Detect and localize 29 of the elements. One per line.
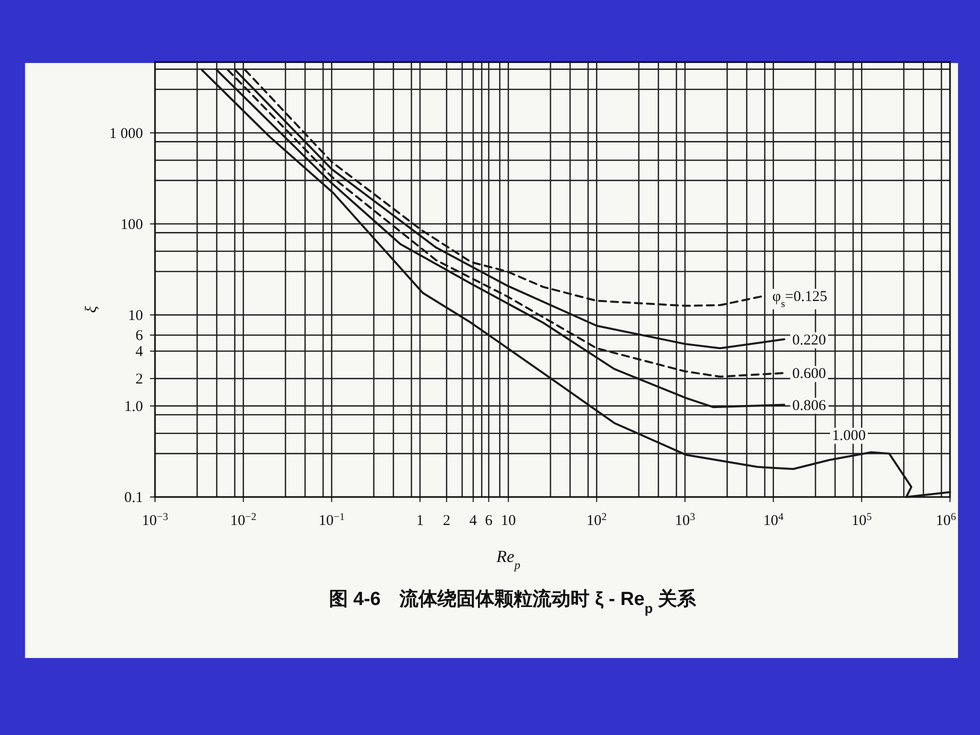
y-tick-label: 100 [120,216,143,233]
x-tick-label: 10$^{5}$ [852,512,872,529]
series-label: 1.000 [832,428,866,444]
x-tick-label: 10$^{−3}$ [142,512,168,529]
series-label: 0.806 [792,398,827,414]
x-tick-label: 10$^{4}$ [763,512,784,529]
y-axis-title: ξ [83,306,100,313]
x-tick-label: 4 [469,513,478,529]
y-tick-label: 6 [136,328,144,344]
x-tick-label: 2 [442,513,450,529]
y-tick-label: 2 [136,372,143,388]
series-label: 0.600 [792,366,826,382]
x-tick-label: 10$^{6}$ [936,512,956,529]
y-tick-label: 1.0 [124,398,143,415]
text: 图 4-6 流体绕固体颗粒流动时 ξ - Re$_{p}$ 关系 [328,588,698,616]
y-tick-label: 10 [128,308,143,324]
x-tick-label: 1 [416,513,424,529]
x-tick-label: 10$^{3}$ [674,512,696,529]
y-tick-label: 0.1 [124,490,143,506]
series-label: 0.220 [792,332,826,348]
x-tick-label: 10 [500,513,516,529]
y-tick-label: 4 [136,344,144,360]
x-axis-title: Re$_{p}$ [495,547,520,572]
y-tick-label: 1 000 [109,126,143,142]
x-tick-label: 10$^{2}$ [586,512,607,529]
x-tick-label: 10$^{−2}$ [230,512,256,529]
x-tick-label: 10$^{−1}$ [318,512,345,529]
series-label: φ$_{s}$=0.125 [772,288,828,310]
x-tick-label: 6 [484,513,493,529]
